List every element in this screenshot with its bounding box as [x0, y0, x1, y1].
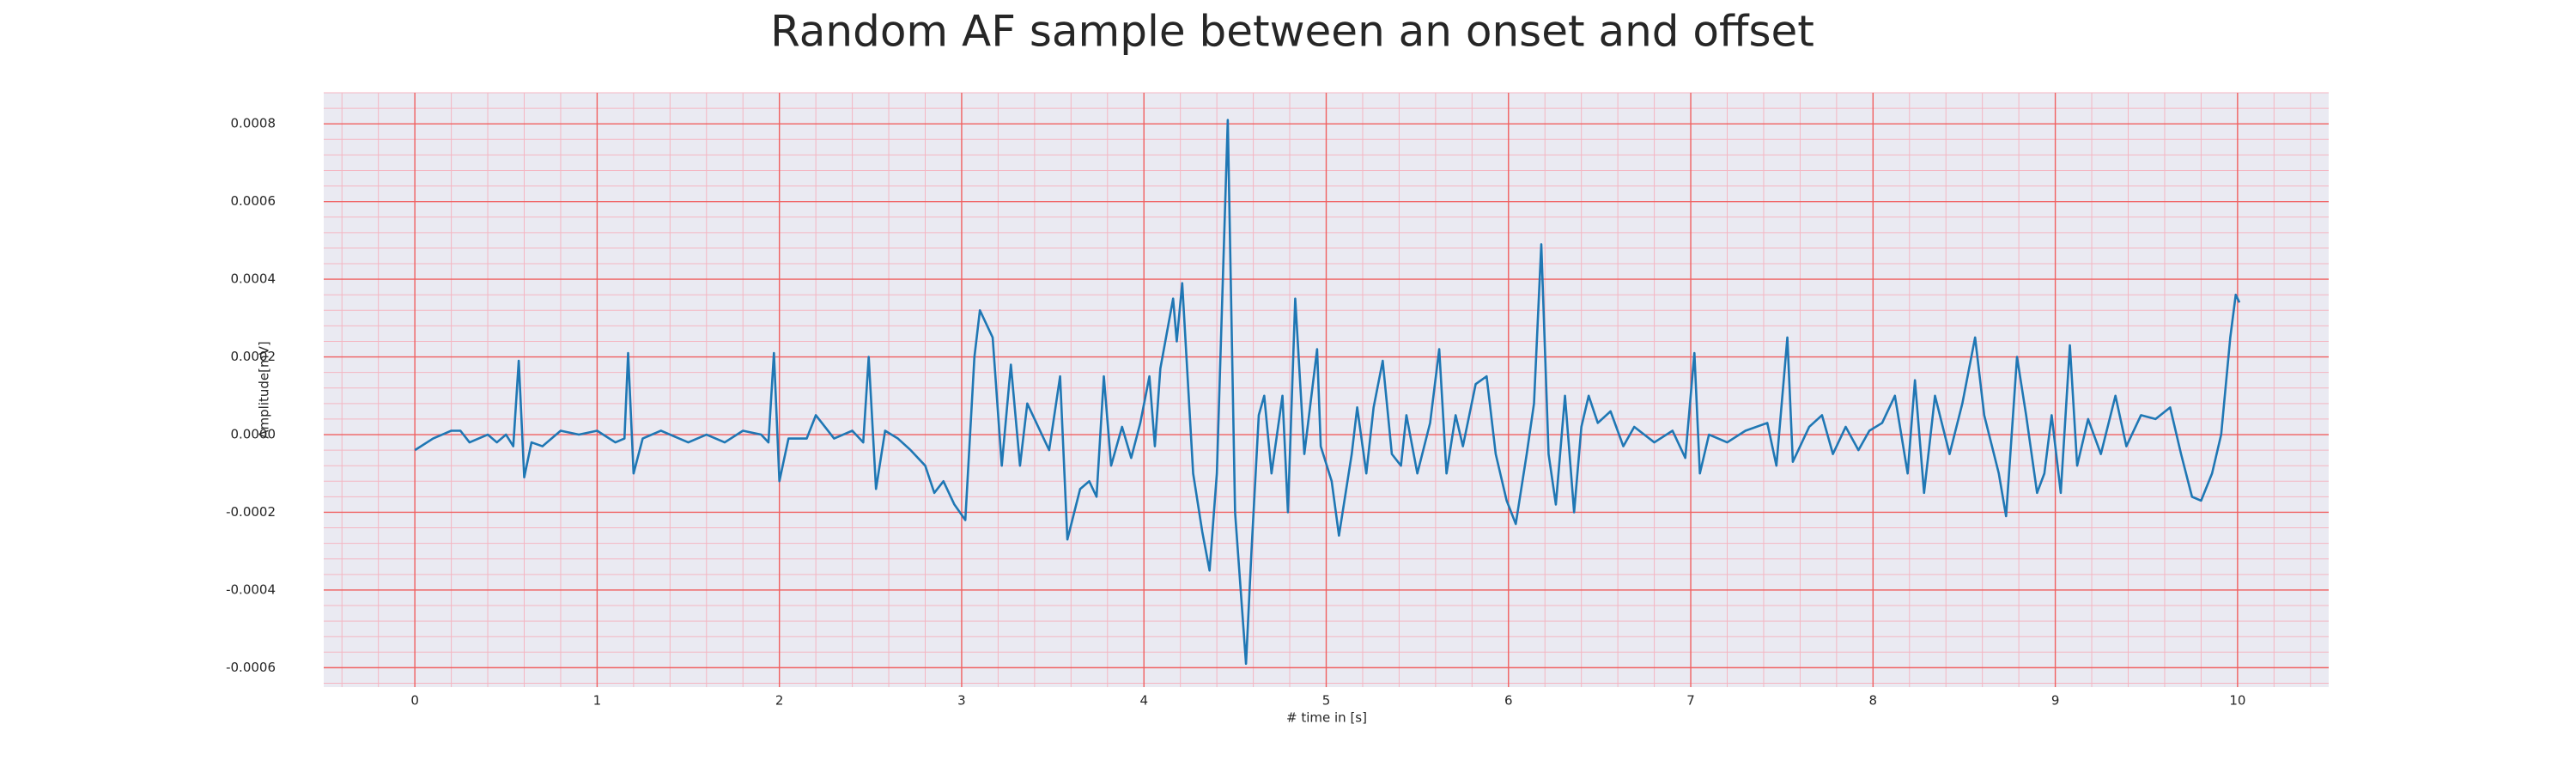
- y-tick-label: 0.0008: [231, 116, 276, 131]
- x-tick-label: 6: [1504, 693, 1513, 709]
- y-tick-label: -0.0006: [226, 660, 276, 675]
- x-tick-label: 2: [775, 693, 784, 709]
- x-tick-label: 5: [1322, 693, 1331, 709]
- x-tick-label: 10: [2229, 693, 2245, 709]
- y-tick-label: 0.0006: [231, 193, 276, 209]
- y-tick-label: -0.0002: [226, 504, 276, 520]
- x-tick-label: 1: [593, 693, 602, 709]
- x-tick-label: 3: [957, 693, 966, 709]
- x-tick-label: 4: [1139, 693, 1148, 709]
- y-tick-label: 0.0002: [231, 349, 276, 364]
- y-tick-label: 0.0000: [231, 427, 276, 442]
- y-tick-label: 0.0004: [231, 271, 276, 287]
- y-tick-label: -0.0004: [226, 581, 276, 597]
- x-tick-label: 0: [410, 693, 419, 709]
- signal-line: [414, 119, 2241, 666]
- chart-title: Random AF sample between an onset and of…: [770, 7, 1814, 57]
- x-tick-label: 7: [1686, 693, 1695, 709]
- x-tick-label: 9: [2051, 693, 2060, 709]
- y-axis-label: Amplitude[mV]: [257, 341, 272, 438]
- x-tick-label: 8: [1869, 693, 1878, 709]
- x-axis-label: # time in [s]: [1286, 710, 1367, 726]
